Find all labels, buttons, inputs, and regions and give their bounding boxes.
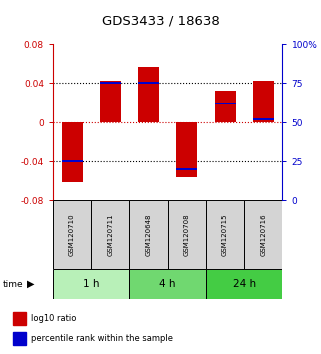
- Bar: [168, 200, 206, 269]
- Text: GSM120648: GSM120648: [146, 213, 152, 256]
- Bar: [138, 67, 159, 122]
- Bar: [176, 122, 197, 177]
- Bar: [214, 91, 236, 122]
- Bar: [129, 200, 168, 269]
- Bar: [13, 312, 26, 325]
- Bar: [138, 82, 159, 84]
- Bar: [100, 82, 121, 84]
- Bar: [253, 81, 274, 122]
- Bar: [214, 103, 236, 104]
- Text: ▶: ▶: [27, 279, 34, 289]
- Bar: [62, 122, 82, 183]
- Bar: [13, 332, 26, 345]
- Text: percentile rank within the sample: percentile rank within the sample: [31, 334, 173, 343]
- Text: GSM120708: GSM120708: [184, 213, 190, 256]
- Bar: [129, 269, 206, 299]
- Bar: [62, 160, 82, 162]
- Text: 4 h: 4 h: [160, 279, 176, 289]
- Text: 24 h: 24 h: [233, 279, 256, 289]
- Text: GSM120710: GSM120710: [69, 213, 75, 256]
- Bar: [253, 118, 274, 120]
- Bar: [176, 168, 197, 170]
- Bar: [244, 200, 282, 269]
- Text: GSM120711: GSM120711: [107, 213, 113, 256]
- Bar: [53, 200, 91, 269]
- Text: GSM120715: GSM120715: [222, 213, 228, 256]
- Text: log10 ratio: log10 ratio: [31, 314, 76, 323]
- Bar: [100, 81, 121, 122]
- Bar: [53, 269, 129, 299]
- Bar: [206, 200, 244, 269]
- Bar: [206, 269, 282, 299]
- Text: time: time: [3, 280, 24, 289]
- Text: GDS3433 / 18638: GDS3433 / 18638: [102, 14, 219, 27]
- Bar: [91, 200, 129, 269]
- Text: GSM120716: GSM120716: [260, 213, 266, 256]
- Text: 1 h: 1 h: [83, 279, 100, 289]
